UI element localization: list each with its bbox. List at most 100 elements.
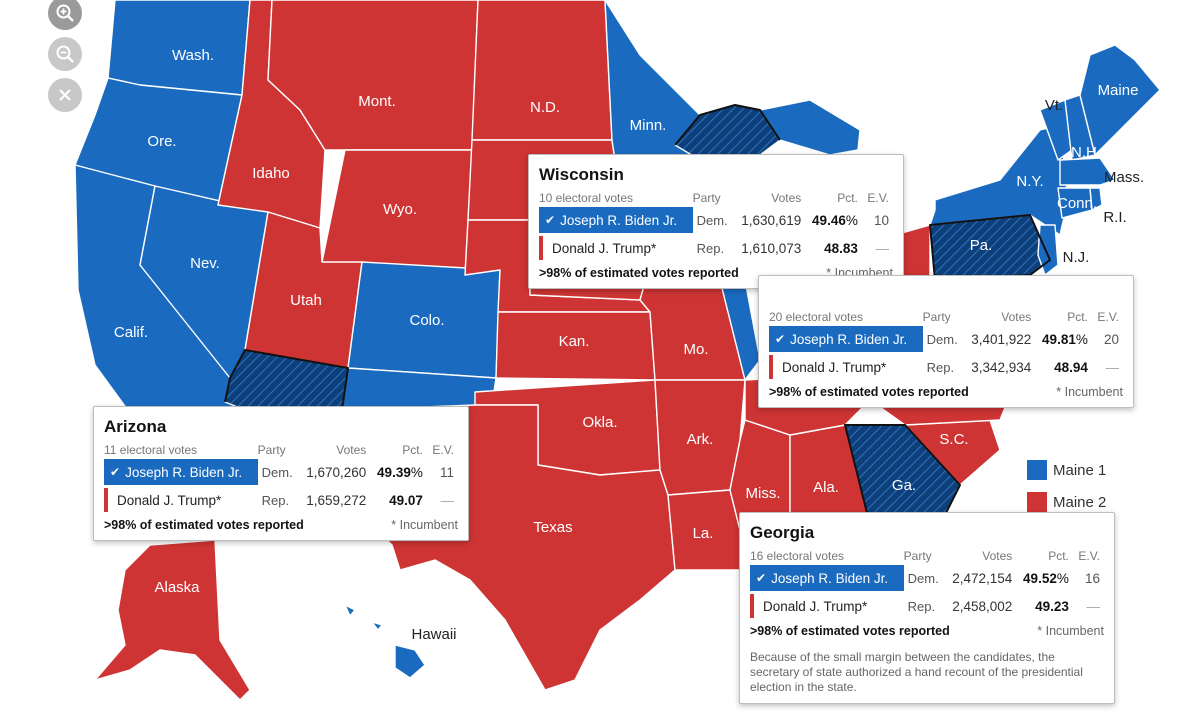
ev-label: 11 electoral votes: [104, 443, 198, 457]
popup-pennsylvania: 20 electoral votes Party Votes Pct. E.V.…: [758, 275, 1134, 408]
table-row: Donald J. Trump* Rep. 2,458,002 49.23 —: [750, 592, 1104, 620]
col-party: Party: [922, 310, 951, 324]
col-party: Party: [257, 443, 286, 457]
label-calif: Calif.: [114, 324, 148, 341]
votes-reported: >98% of estimated votes reported: [769, 385, 969, 399]
check-icon: ✔: [545, 213, 556, 227]
party: Rep.: [907, 598, 936, 614]
border-ga: [844, 424, 961, 526]
state-ri[interactable]: [1089, 187, 1103, 211]
reset-button[interactable]: [48, 78, 82, 112]
state-alaska[interactable]: [94, 539, 251, 701]
legend-swatch-rep: [1027, 492, 1047, 512]
results-table: 16 electoral votes Party Votes Pct. E.V.…: [750, 549, 1104, 620]
votes: 2,458,002: [952, 598, 1013, 614]
ev: 11: [439, 464, 454, 480]
popup-title: Georgia: [750, 523, 815, 542]
label-mo: Mo.: [683, 341, 708, 358]
ev-label: 20 electoral votes: [769, 310, 864, 324]
popup-title: Arizona: [104, 417, 167, 436]
ev: 20: [1103, 331, 1119, 347]
label-mass: Mass.: [1104, 169, 1144, 186]
close-icon: [59, 89, 71, 101]
results-table: 20 electoral votes Party Votes Pct. E.V.…: [769, 310, 1123, 381]
votes: 2,472,154: [952, 570, 1013, 586]
col-votes: Votes: [771, 191, 802, 205]
label-hawaii: Hawaii: [411, 626, 456, 643]
col-pct: Pct.: [1048, 549, 1069, 563]
party: Rep.: [261, 492, 290, 508]
col-pct: Pct.: [1067, 310, 1088, 324]
state-maine[interactable]: [1079, 44, 1161, 156]
candidate: Donald J. Trump*: [769, 355, 923, 379]
zoom-in-icon: [56, 4, 74, 22]
label-idaho: Idaho: [252, 165, 290, 182]
legend-label: Maine 1: [1053, 461, 1107, 479]
pct: 49.46%: [812, 212, 858, 228]
popup-arizona: Arizona 11 electoral votes Party Votes P…: [93, 406, 469, 541]
party: Rep.: [926, 359, 955, 375]
ev: —: [875, 240, 890, 256]
check-icon: ✔: [775, 332, 786, 346]
table-row: Donald J. Trump* Rep. 1,659,272 49.07 —: [104, 486, 458, 514]
state-mich-up[interactable]: [759, 99, 861, 156]
col-votes: Votes: [982, 549, 1013, 563]
col-ev: E.V.: [1078, 549, 1100, 563]
label-nj: N.J.: [1063, 249, 1090, 266]
state-hawaii[interactable]: [344, 604, 426, 679]
results-table: 11 electoral votes Party Votes Pct. E.V.…: [104, 443, 458, 514]
zoom-out-button[interactable]: [48, 37, 82, 71]
col-ev: E.V.: [867, 191, 889, 205]
candidate-name: Donald J. Trump*: [763, 598, 868, 614]
label-ga: Ga.: [892, 477, 916, 494]
candidate-name: Joseph R. Biden Jr.: [790, 331, 908, 347]
legend-maine-1: Maine 1: [1027, 460, 1106, 480]
table-row: ✔ Joseph R. Biden Jr. Dem. 1,670,260 49.3…: [104, 458, 458, 486]
legend-maine-2: Maine 2: [1027, 492, 1106, 512]
label-nev: Nev.: [190, 255, 220, 272]
label-wash: Wash.: [172, 47, 214, 64]
winner-candidate: ✔ Joseph R. Biden Jr.: [769, 326, 923, 352]
label-minn: Minn.: [630, 117, 667, 134]
votes: 1,659,272: [306, 492, 367, 508]
table-row: ✔ Joseph R. Biden Jr. Dem. 1,630,619 49.4…: [539, 206, 893, 234]
label-pa: Pa.: [970, 237, 993, 254]
label-ala: Ala.: [813, 479, 839, 496]
candidate-name: Joseph R. Biden Jr.: [771, 570, 889, 586]
candidate-name: Donald J. Trump*: [117, 492, 222, 508]
table-row: Donald J. Trump* Rep. 3,342,934 48.94 —: [769, 353, 1123, 381]
table-row: Donald J. Trump* Rep. 1,610,073 48.83 —: [539, 234, 893, 262]
zoom-in-button[interactable]: [48, 0, 82, 30]
label-ore: Ore.: [147, 133, 176, 150]
col-party: Party: [692, 191, 721, 205]
recount-note: Because of the small margin between the …: [750, 650, 1083, 694]
incumbent-note: * Incumbent: [1037, 624, 1104, 638]
state-nd[interactable]: [471, 0, 613, 141]
candidate-name: Donald J. Trump*: [782, 359, 887, 375]
ev-label: 16 electoral votes: [750, 549, 845, 563]
ev: —: [440, 492, 455, 508]
results-table: 10 electoral votes Party Votes Pct. E.V.…: [539, 191, 893, 262]
label-kan: Kan.: [559, 333, 590, 350]
ev: 16: [1084, 570, 1100, 586]
votes: 1,630,619: [741, 212, 802, 228]
state-mass[interactable]: [1059, 157, 1116, 186]
state-nj[interactable]: [1037, 224, 1059, 276]
party: Dem.: [907, 570, 939, 586]
zoom-out-icon: [56, 45, 74, 63]
border-pa: [929, 214, 1051, 281]
label-ny: N.Y.: [1016, 173, 1043, 190]
pct: 49.81%: [1042, 331, 1088, 347]
winner-candidate: ✔ Joseph R. Biden Jr.: [539, 207, 693, 233]
party: Dem.: [261, 464, 293, 480]
label-sc: S.C.: [939, 431, 968, 448]
label-utah: Utah: [290, 292, 322, 309]
winner-candidate: ✔ Joseph R. Biden Jr.: [104, 459, 258, 485]
candidate: Donald J. Trump*: [104, 488, 258, 512]
candidate: Donald J. Trump*: [539, 236, 693, 260]
label-mont: Mont.: [358, 93, 396, 110]
ev: 10: [873, 212, 889, 228]
popup-georgia: Georgia 16 electoral votes Party Votes P…: [739, 512, 1115, 704]
votes-reported: >98% of estimated votes reported: [539, 266, 739, 280]
label-okla: Okla.: [582, 414, 617, 431]
